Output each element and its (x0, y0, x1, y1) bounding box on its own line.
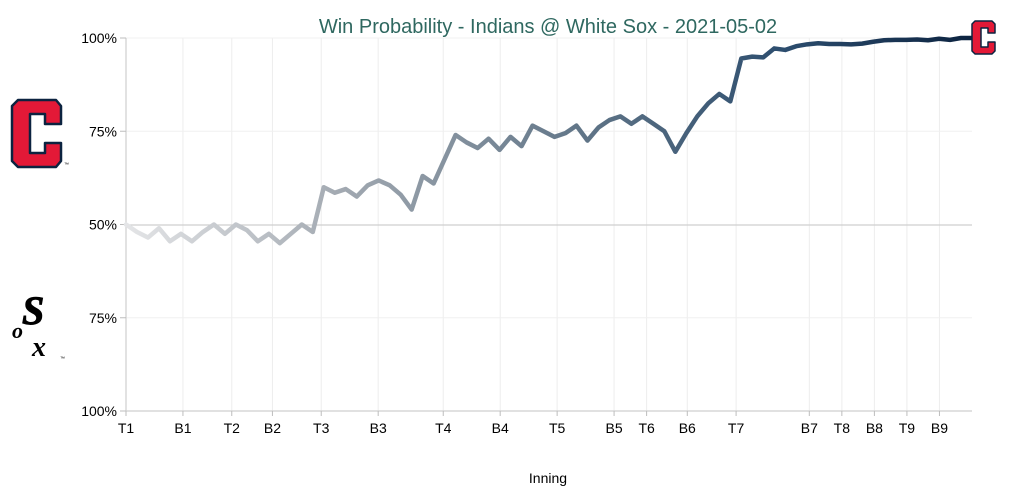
win-probability-line (123, 35, 975, 246)
x-tick-label: T8 (834, 420, 851, 436)
x-axis-label: Inning (529, 470, 567, 486)
x-tick-label: B9 (931, 420, 948, 436)
indians-logo-end (971, 20, 996, 55)
x-tick-label: B6 (679, 420, 696, 436)
x-tick-label: T7 (728, 420, 745, 436)
chart-title: Win Probability - Indians @ White Sox - … (319, 16, 777, 38)
sox-tm: ™ (60, 356, 65, 362)
indians-logo-left: ™ (10, 98, 69, 169)
y-tick-label: 100% (81, 30, 117, 46)
indians-c-shape-small (971, 20, 996, 55)
x-tick-label: T5 (549, 420, 566, 436)
x-tick-label: B2 (264, 420, 281, 436)
white-sox-logo-left: S o x ™ (12, 288, 65, 364)
x-tick-label: T4 (435, 420, 452, 436)
x-tick-label: T6 (638, 420, 655, 436)
x-tick-label: B5 (606, 420, 623, 436)
y-tick-label: 50% (89, 217, 117, 233)
x-tick-label: B8 (866, 420, 883, 436)
x-tick-label: T3 (313, 420, 330, 436)
x-axis-ticks: T1 B1 T2 B2 T3 B3 T4 B4 T5 B5 T6 B6 T7 B7 T8 B8 T9 B9 (118, 411, 948, 436)
x-tick-label: B1 (174, 420, 191, 436)
y-tick-label: 100% (81, 403, 117, 419)
x-tick-label: T1 (118, 420, 135, 436)
indians-c-shape (10, 98, 63, 169)
x-tick-label: B4 (492, 420, 509, 436)
x-tick-label: T2 (224, 420, 241, 436)
sox-letter-s: S (22, 288, 44, 333)
x-tick-label: B7 (801, 420, 818, 436)
sox-letter-o: o (12, 318, 23, 343)
sox-letter-x: x (31, 332, 46, 363)
y-axis-ticks: 100% 75% 50% 75% 100% (81, 30, 126, 419)
indians-tm: ™ (64, 162, 69, 168)
x-tick-label: T9 (899, 420, 916, 436)
x-tick-label: B3 (370, 420, 387, 436)
y-tick-label: 75% (89, 310, 117, 326)
y-tick-label: 75% (89, 123, 117, 139)
